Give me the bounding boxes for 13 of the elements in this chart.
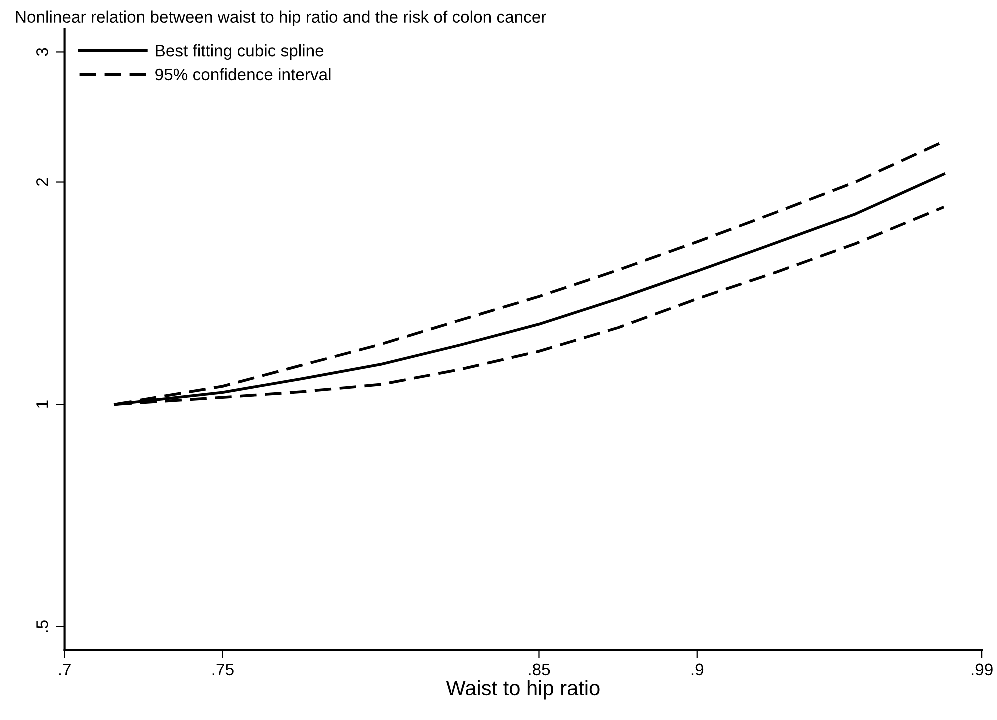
x-tick-label: .9 xyxy=(692,664,704,676)
legend-label: Best fitting cubic spline xyxy=(156,44,324,60)
y-tick-label: .5 xyxy=(36,620,48,632)
chart-title: Nonlinear relation between waist to hip ratio and the risk of colon cancer xyxy=(16,10,546,26)
x-axis-title: Waist to hip ratio xyxy=(446,680,600,700)
x-tick-label: .99 xyxy=(972,664,993,676)
y-tick-label: 3 xyxy=(36,48,48,56)
legend-label: 95% confidence interval xyxy=(156,68,331,81)
x-tick-label: .75 xyxy=(212,664,234,676)
y-tick-label: 2 xyxy=(36,178,48,186)
x-tick-label: .7 xyxy=(59,664,71,676)
x-tick-label: .85 xyxy=(529,664,550,676)
y-tick-label: 1 xyxy=(36,400,48,408)
